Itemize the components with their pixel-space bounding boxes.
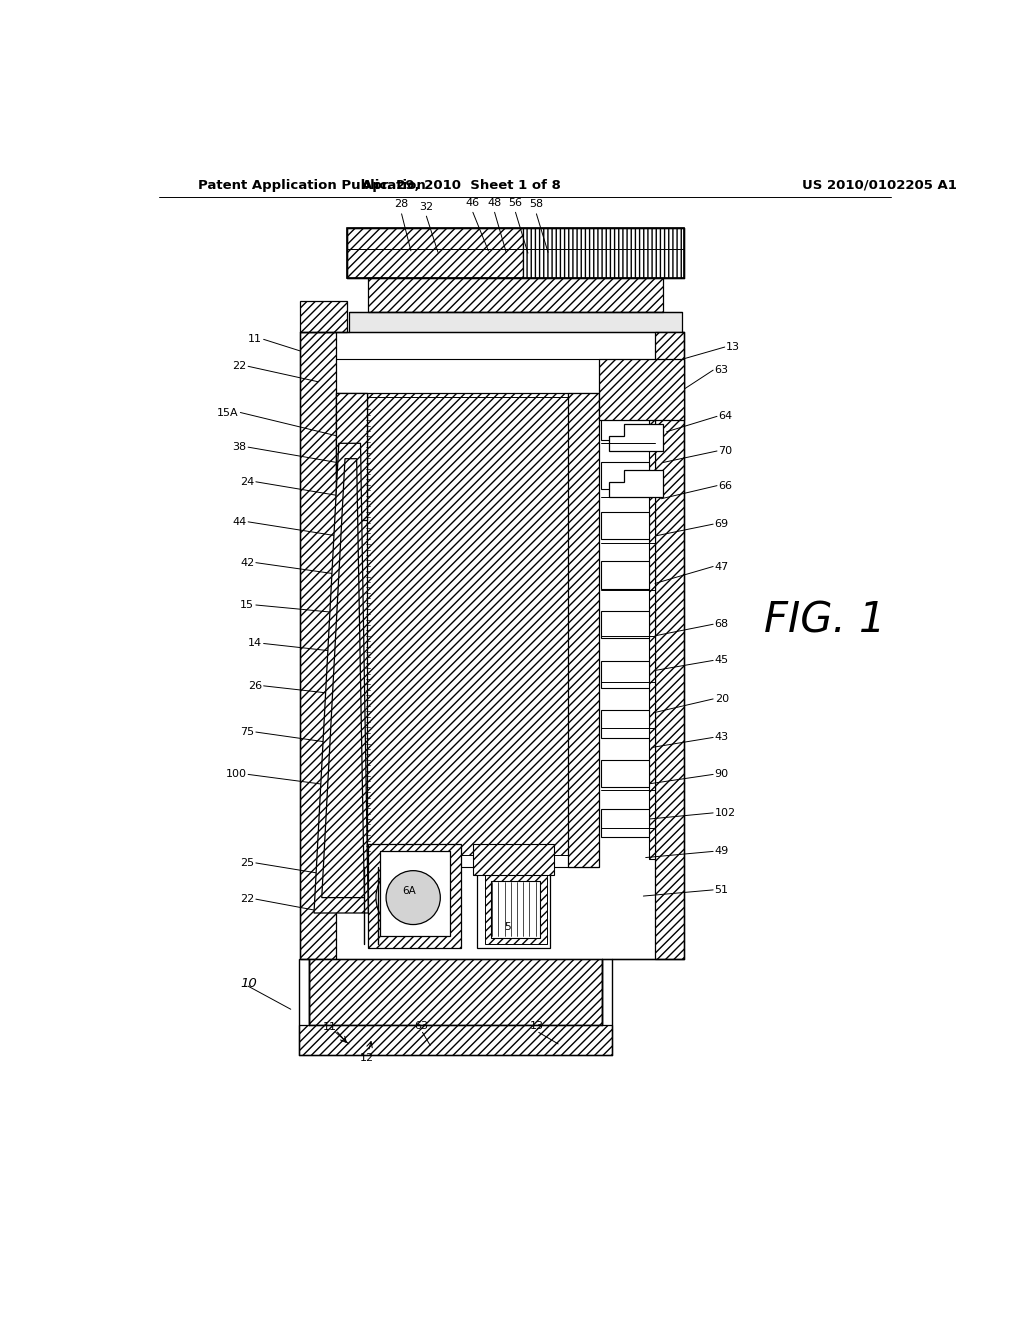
Text: US 2010/0102205 A1: US 2010/0102205 A1: [802, 178, 957, 191]
Polygon shape: [601, 561, 649, 589]
Text: 20: 20: [715, 694, 729, 704]
Text: 43: 43: [715, 733, 729, 742]
Text: 56: 56: [509, 198, 522, 207]
Polygon shape: [490, 880, 541, 937]
Polygon shape: [369, 843, 461, 948]
Bar: [347, 228, 523, 277]
Text: 63: 63: [715, 366, 729, 375]
Text: 46: 46: [466, 198, 480, 207]
Polygon shape: [608, 470, 663, 498]
Bar: [300, 331, 336, 960]
Text: 47: 47: [715, 561, 729, 572]
Text: 10: 10: [241, 977, 257, 990]
Text: 45: 45: [715, 656, 729, 665]
Bar: [309, 960, 602, 1024]
Polygon shape: [601, 462, 649, 490]
Polygon shape: [601, 611, 649, 639]
Bar: [369, 277, 663, 313]
Bar: [349, 313, 682, 331]
Text: Apr. 29, 2010  Sheet 1 of 8: Apr. 29, 2010 Sheet 1 of 8: [361, 178, 561, 191]
Text: 48: 48: [487, 198, 502, 207]
Circle shape: [376, 861, 451, 935]
Bar: [336, 393, 367, 867]
Circle shape: [386, 871, 440, 924]
Polygon shape: [337, 520, 356, 843]
Polygon shape: [322, 459, 365, 898]
Text: 66: 66: [719, 480, 732, 491]
Bar: [649, 412, 655, 859]
Polygon shape: [484, 875, 547, 944]
Bar: [367, 393, 568, 843]
Text: 68: 68: [715, 619, 729, 630]
Text: 64: 64: [719, 412, 733, 421]
Text: 13: 13: [530, 1022, 544, 1031]
Text: 13: 13: [726, 342, 740, 352]
Text: 24: 24: [240, 477, 254, 487]
Text: 25: 25: [241, 858, 254, 869]
Polygon shape: [601, 412, 649, 440]
Text: 42: 42: [240, 557, 254, 568]
Bar: [568, 393, 599, 867]
Text: 11: 11: [323, 1022, 337, 1032]
Polygon shape: [477, 867, 550, 948]
Text: 49: 49: [715, 846, 729, 857]
Text: 26: 26: [248, 681, 262, 690]
Text: 11: 11: [248, 334, 262, 345]
Polygon shape: [601, 710, 649, 738]
Bar: [655, 331, 684, 960]
Bar: [299, 1024, 612, 1056]
Text: 70: 70: [719, 446, 733, 455]
Polygon shape: [314, 444, 369, 913]
Text: 69: 69: [715, 519, 729, 529]
Bar: [336, 393, 367, 520]
Text: 15A: 15A: [217, 408, 239, 417]
Text: 12: 12: [359, 1053, 374, 1063]
Polygon shape: [608, 424, 663, 451]
Text: Patent Application Publication: Patent Application Publication: [198, 178, 426, 191]
Text: 58: 58: [529, 199, 544, 209]
Text: 100: 100: [225, 770, 247, 779]
Text: 28: 28: [394, 199, 409, 209]
Text: 102: 102: [715, 808, 736, 818]
Polygon shape: [601, 660, 649, 688]
Bar: [367, 397, 568, 855]
Text: 15: 15: [241, 601, 254, 610]
Bar: [523, 228, 684, 277]
Text: 22: 22: [232, 362, 247, 371]
Polygon shape: [601, 760, 649, 787]
Text: 32: 32: [419, 202, 433, 211]
Polygon shape: [380, 851, 450, 936]
Text: 63: 63: [414, 1022, 428, 1031]
Text: 5: 5: [505, 921, 511, 932]
Text: 14: 14: [248, 639, 262, 648]
Text: 90: 90: [715, 770, 729, 779]
Text: FIG. 1: FIG. 1: [764, 599, 885, 642]
Text: 38: 38: [232, 442, 247, 453]
Text: 44: 44: [232, 517, 247, 527]
Bar: [599, 359, 684, 420]
Bar: [300, 301, 346, 331]
Polygon shape: [601, 809, 649, 837]
Text: 75: 75: [241, 727, 254, 737]
Text: 51: 51: [715, 884, 729, 895]
Text: 6A: 6A: [402, 887, 416, 896]
Text: 22: 22: [240, 894, 254, 904]
Polygon shape: [601, 512, 649, 539]
Bar: [473, 843, 554, 875]
